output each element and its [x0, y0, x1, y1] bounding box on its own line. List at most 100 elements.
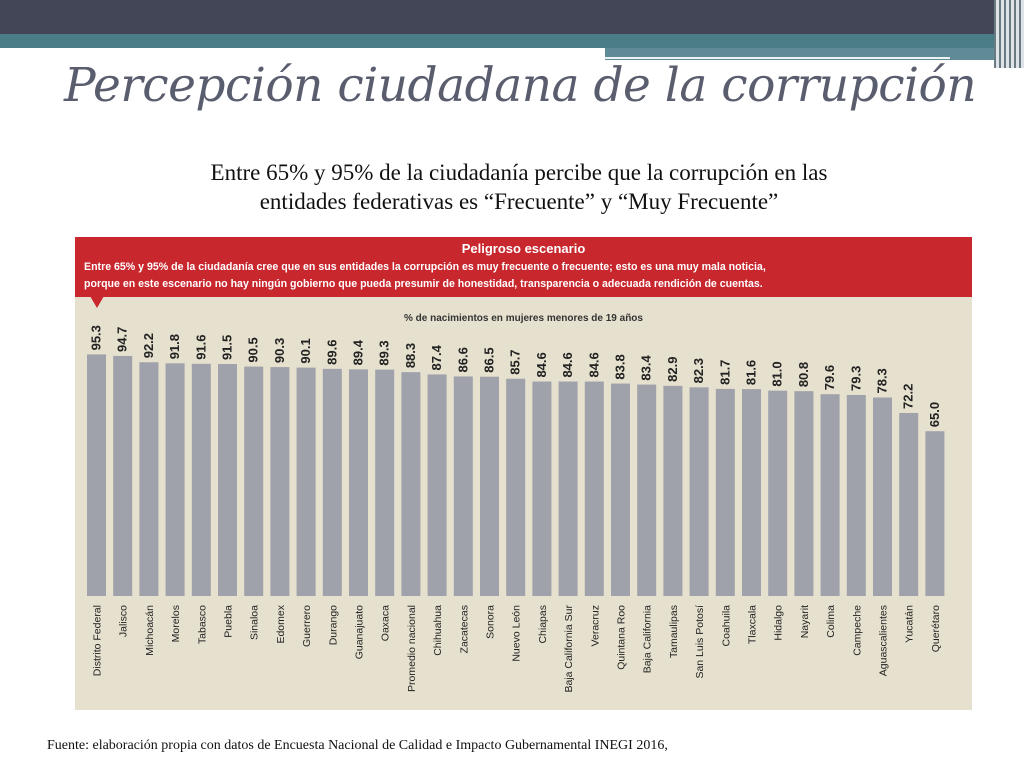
- bar: [873, 397, 892, 596]
- subtitle-line-1: Entre 65% y 95% de la ciudadanía percibe…: [210, 160, 828, 185]
- bar-value-label: 91.6: [193, 334, 208, 359]
- category-label: Michoacán: [144, 605, 156, 656]
- bar-value-label: 82.9: [665, 357, 680, 382]
- category-label: Guerrero: [301, 605, 313, 647]
- slide-subtitle: Entre 65% y 95% de la ciudadanía percibe…: [60, 158, 978, 216]
- bar-value-label: 78.3: [875, 368, 890, 393]
- bar-value-label: 95.3: [89, 325, 104, 350]
- category-label: Quintana Roo: [616, 605, 628, 670]
- bar-value-label: 84.6: [560, 352, 575, 377]
- bar: [191, 363, 211, 596]
- bar-value-label: 72.2: [901, 384, 916, 409]
- bar: [506, 378, 526, 596]
- bar: [322, 368, 342, 596]
- bar: [87, 354, 106, 596]
- category-label: Baja California Sur: [563, 605, 575, 693]
- bar: [820, 394, 840, 596]
- bar: [742, 389, 761, 596]
- slide-title: Percepción ciudadana de la corrupción: [64, 58, 977, 113]
- bar: [270, 367, 290, 596]
- bar-value-label: 81.0: [770, 361, 785, 386]
- category-label: Tlaxcala: [747, 605, 759, 644]
- bar: [768, 390, 788, 596]
- category-label: Chihuahua: [432, 605, 444, 656]
- bar: [480, 376, 499, 596]
- bar-value-label: 79.6: [822, 365, 837, 390]
- category-label: Edomex: [275, 604, 287, 643]
- category-label: Coahuila: [720, 605, 732, 647]
- teal-accent-band: [0, 34, 1024, 48]
- chart-header-banner: Peligroso escenario Entre 65% y 95% de l…: [75, 237, 972, 297]
- bar-value-label: 86.6: [455, 347, 470, 372]
- bar-value-label: 79.3: [848, 366, 863, 391]
- bar: [899, 412, 919, 596]
- category-label: Baja California: [642, 605, 654, 673]
- chart-header-text-line-1: Entre 65% y 95% de la ciudadanía cree qu…: [84, 261, 766, 273]
- accent-line: [605, 57, 950, 59]
- bar: [558, 381, 578, 596]
- bar: [165, 363, 185, 596]
- bar-value-label: 65.0: [927, 402, 942, 427]
- top-header-bar: [0, 0, 1024, 34]
- category-label: Campeche: [851, 605, 863, 656]
- chart-header-text: Entre 65% y 95% de la ciudadanía cree qu…: [84, 259, 968, 293]
- chart-title: % de nacimientos en mujeres menores de 1…: [404, 313, 643, 324]
- bar-value-label: 83.8: [613, 354, 628, 379]
- bar: [375, 369, 395, 596]
- bar-value-label: 90.5: [246, 337, 261, 362]
- bar-value-label: 90.1: [298, 338, 313, 363]
- subtitle-line-2: entidades federativas es “Frecuente” y “…: [259, 189, 779, 214]
- category-label: Morelos: [170, 605, 182, 642]
- category-label: Puebla: [223, 605, 235, 638]
- banner-pointer: [90, 296, 104, 308]
- bar: [532, 381, 552, 596]
- bar-value-label: 83.4: [639, 355, 654, 381]
- category-label: Nuevo León: [511, 605, 523, 662]
- bar-value-label: 81.6: [744, 360, 759, 385]
- bar: [113, 355, 133, 596]
- bar-value-label: 89.6: [324, 340, 339, 365]
- category-label: Guanajuato: [354, 605, 366, 659]
- category-label: Zacatecas: [458, 605, 470, 653]
- category-label: Veracruz: [589, 605, 601, 646]
- bar-value-label: 82.3: [691, 358, 706, 383]
- bar-value-label: 84.6: [586, 352, 601, 377]
- bar-value-label: 84.6: [534, 352, 549, 377]
- chart-header-text-line-2: porque en este escenario no hay ningún g…: [84, 278, 763, 290]
- bar: [139, 362, 159, 596]
- bar: [244, 366, 264, 596]
- bar: [925, 431, 945, 596]
- category-label: Querétaro: [930, 605, 942, 652]
- category-label: Oaxaca: [380, 605, 392, 641]
- source-footnote: Fuente: elaboración propia con datos de …: [47, 738, 668, 753]
- bar-value-label: 86.5: [482, 347, 497, 372]
- category-label: Nayarit: [799, 605, 811, 638]
- category-label: Distrito Federal: [92, 605, 104, 676]
- category-label: Promedio nacional: [406, 605, 418, 692]
- bar: [794, 391, 814, 596]
- chart-panel: Peligroso escenario Entre 65% y 95% de l…: [75, 237, 972, 710]
- category-label: Durango: [327, 605, 339, 645]
- bar: [584, 381, 604, 596]
- category-label: Hidalgo: [773, 605, 785, 641]
- category-label: Sinaloa: [249, 605, 261, 640]
- bar-value-label: 87.4: [429, 344, 444, 370]
- category-label: Jalisco: [118, 605, 130, 637]
- bar: [611, 383, 630, 596]
- bar: [296, 367, 316, 596]
- category-label: Tamaulipas: [668, 605, 680, 658]
- bar-value-label: 80.8: [796, 362, 811, 387]
- bar: [663, 385, 683, 596]
- category-label: Tabasco: [196, 605, 208, 644]
- bar-value-label: 92.2: [141, 333, 156, 358]
- chart-header-title: Peligroso escenario: [461, 241, 586, 256]
- bar: [349, 369, 368, 596]
- category-label: Yucatán: [904, 605, 916, 643]
- bar-value-label: 81.7: [717, 360, 732, 385]
- bar: [453, 376, 473, 596]
- bar-value-label: 88.3: [403, 343, 418, 368]
- corner-stripes: [994, 0, 1024, 68]
- bar: [401, 372, 421, 596]
- bar: [427, 374, 447, 596]
- bar: [637, 384, 657, 596]
